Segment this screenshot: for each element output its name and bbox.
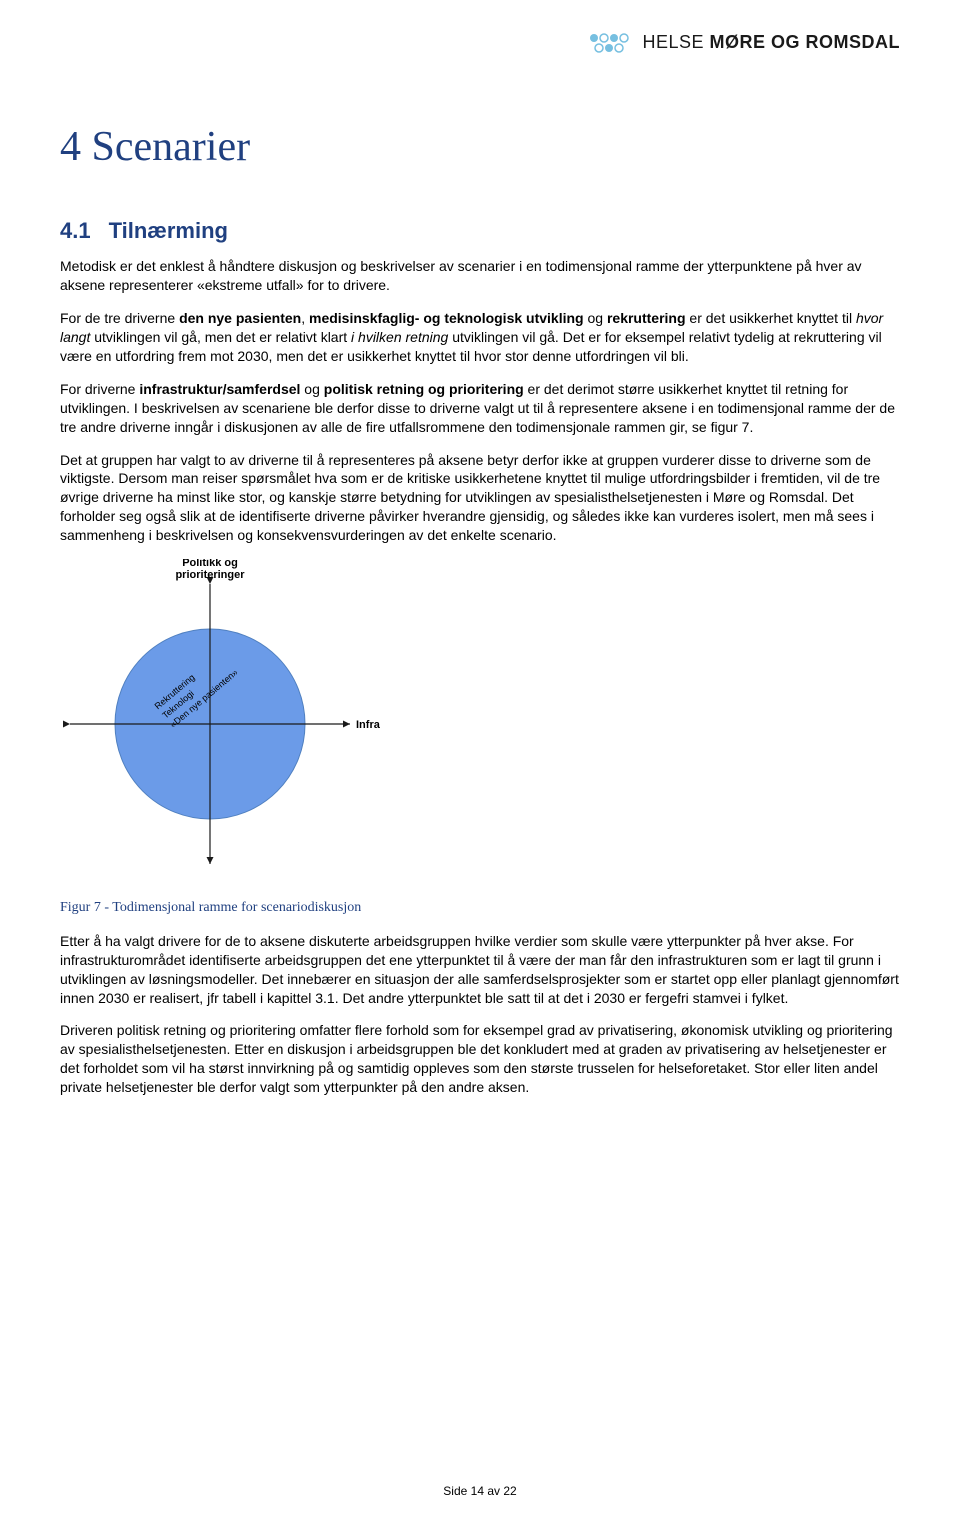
brand-logo: HELSE MØRE OG ROMSDAL [586,30,900,54]
page-title: 4 Scenarier [60,119,900,176]
page-footer: Side 14 av 22 [0,1483,960,1499]
svg-text:Politikk og: Politikk og [182,559,238,569]
paragraph-axes-values: Etter å ha valgt drivere for de to aksen… [60,932,900,1008]
paragraph-intro: Metodisk er det enklest å håndtere disku… [60,257,900,295]
figure-7-caption: Figur 7 - Todimensjonal ramme for scenar… [60,899,900,918]
paragraph-drivers-uncertain: For driverne infrastruktur/samferdsel og… [60,380,900,437]
logo-dots-icon [586,30,634,54]
section-title: Tilnærming [109,218,228,243]
paragraph-group-note: Det at gruppen har valgt to av driverne … [60,451,900,545]
brand-bold: MØRE OG ROMSDAL [710,32,901,52]
paragraph-drivers-certain: For de tre driverne den nye pasienten, m… [60,309,900,366]
page-header: HELSE MØRE OG ROMSDAL [60,30,900,89]
paragraph-political-driver: Driveren politisk retning og prioriterin… [60,1021,900,1097]
brand-thin: HELSE [642,32,704,52]
section-heading: 4.1 Tilnærming [60,216,900,246]
brand-text: HELSE MØRE OG ROMSDAL [642,30,900,54]
section-number: 4.1 [60,218,91,243]
svg-text:Infrastruktur: Infrastruktur [356,719,380,731]
figure-7: Politikk ogprioriteringerInfrastrukturRe… [60,559,380,889]
svg-text:prioriteringer: prioriteringer [175,569,245,581]
